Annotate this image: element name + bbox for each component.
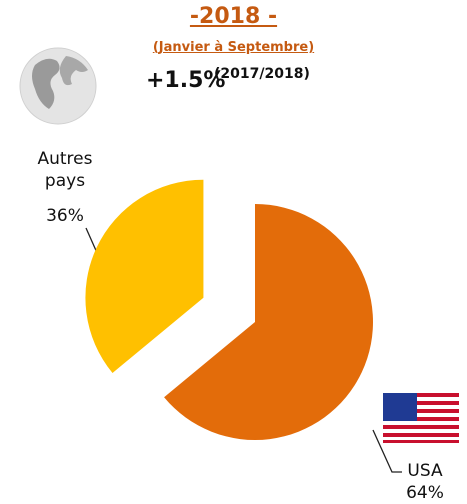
us-flag (383, 393, 459, 443)
period: (2017/2018) (214, 66, 310, 82)
pie-slice (85, 179, 204, 373)
value-label: 64% (406, 483, 444, 503)
category-label: USA (407, 461, 443, 481)
title: -2018 - (189, 4, 278, 29)
value-label: 36% (46, 206, 84, 226)
category-label: Autres pays (37, 149, 93, 191)
pie-slice (164, 204, 373, 440)
globe-icon (19, 47, 97, 125)
growth: +1.5% (146, 68, 226, 93)
subtitle: (Janvier à Septembre) (152, 40, 315, 55)
